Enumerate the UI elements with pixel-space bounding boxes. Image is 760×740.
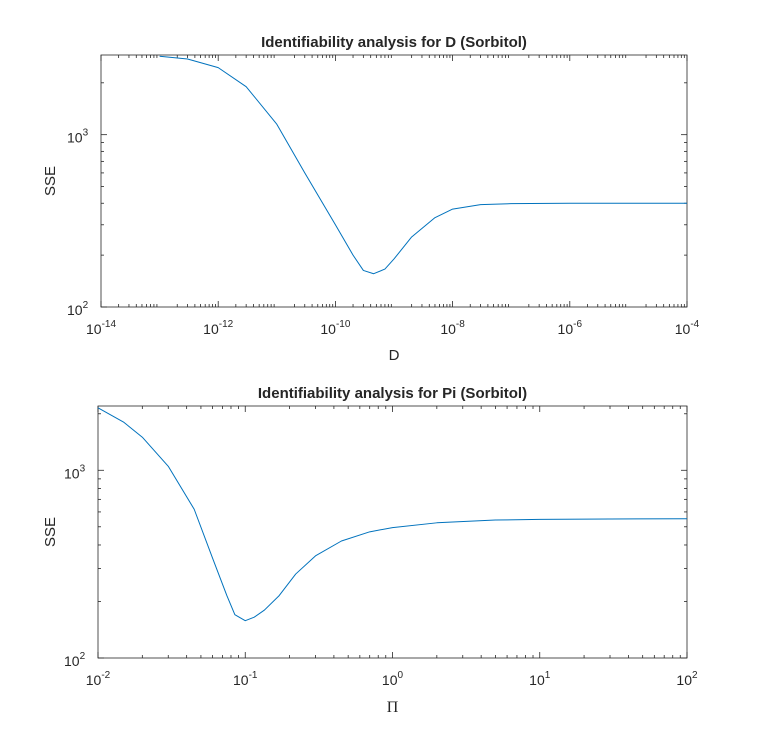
chart-title: Identifiability analysis for D (Sorbitol…: [261, 34, 527, 51]
x-minor-ticks: [118, 55, 685, 307]
y-tick-label: 103: [67, 128, 89, 146]
x-minor-ticks: [141, 406, 681, 658]
y-tick-label: 103: [64, 463, 86, 481]
y-minor-ticks: [98, 413, 687, 602]
series-line: [97, 407, 688, 622]
x-tick-label: 10-12: [203, 319, 233, 337]
series-line: [159, 55, 687, 275]
x-tick-label: 10-8: [440, 319, 465, 337]
chart-title: Identifiability analysis for Pi (Sorbito…: [258, 385, 527, 402]
x-tick-label: 10-4: [675, 319, 700, 337]
y-tick-label: 102: [67, 300, 89, 318]
axes-d-sorbitol: 10-14 10-12 10-10 10-8 10-6 10-4 102 103 Identif…: [42, 34, 700, 364]
y-axis-label: SSE: [42, 517, 59, 547]
axes-pi-sorbitol: 10-2 10-1 100 101 102 102 103 Identifiability a…: [42, 385, 698, 716]
x-tick-label: 102: [676, 670, 698, 688]
plot-area: [97, 405, 688, 659]
x-tick-label: 10-1: [233, 670, 258, 688]
x-tick-label: 100: [382, 670, 404, 688]
x-axis-label: D: [389, 347, 400, 364]
x-tick-label: 101: [529, 670, 551, 688]
y-tick-label: 102: [64, 651, 86, 669]
x-axis-label: Π: [387, 699, 399, 716]
x-tick-label: 10-2: [86, 670, 111, 688]
y-axis-label: SSE: [42, 166, 59, 196]
x-tick-label: 10-6: [558, 319, 583, 337]
y-minor-ticks: [101, 82, 687, 256]
plot-area: [100, 54, 688, 308]
x-tick-label: 10-14: [86, 319, 116, 337]
x-tick-label: 10-10: [320, 319, 350, 337]
